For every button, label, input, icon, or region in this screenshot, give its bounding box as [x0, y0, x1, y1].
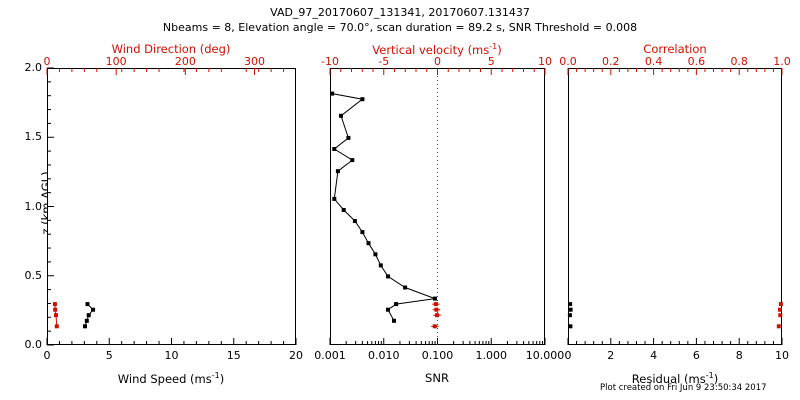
- x-top-tick-label: 0.2: [602, 55, 620, 68]
- data-point-vertical-velocity: [434, 307, 439, 312]
- x-tick-label: 0.100: [421, 349, 454, 362]
- x-tick-label: 0: [564, 349, 572, 362]
- data-point-wind-speed: [86, 313, 91, 318]
- x-tick-label: 8: [735, 349, 743, 362]
- data-point-wind-speed: [84, 318, 89, 323]
- data-point-snr: [330, 91, 335, 96]
- x-top-tick-label: 1.0: [773, 55, 791, 68]
- x-tick-label: 4: [650, 349, 658, 362]
- panel-wind-bottom-axis-label: Wind Speed (ms-1): [117, 371, 225, 386]
- x-top-tick-label: 300: [244, 55, 265, 68]
- x-top-tick-label: 100: [105, 55, 127, 68]
- data-point-snr: [366, 241, 371, 246]
- data-point-snr: [332, 196, 337, 201]
- panel-wind-top-axis-label: Wind Direction (deg): [111, 42, 231, 56]
- x-top-tick-label: 10: [538, 55, 552, 68]
- y-tick-label-2: 1.0: [24, 199, 43, 213]
- x-top-tick-label: 5: [487, 55, 495, 68]
- plot-title: VAD_97_20170607_131341, 20170607.131437: [270, 6, 530, 19]
- data-point-wind-speed: [83, 324, 87, 329]
- data-point-snr: [341, 208, 346, 212]
- x-tick-label: 5: [105, 349, 113, 362]
- x-top-tick-label: 0.0: [559, 55, 577, 68]
- x-tick-label: 15: [226, 349, 241, 362]
- data-point-snr: [346, 135, 351, 140]
- data-point-correlation: [776, 324, 781, 329]
- data-point-wind-direction: [54, 324, 59, 329]
- data-point-snr: [332, 147, 337, 151]
- x-tick-label: 0.001: [314, 349, 346, 362]
- x-top-tick-label: 0: [434, 55, 441, 68]
- y-tick-label-3: 1.5: [24, 130, 43, 144]
- x-tick-label: 10: [164, 349, 179, 362]
- data-point-snr: [392, 318, 396, 323]
- x-tick-label: 6: [692, 349, 700, 362]
- data-point-residual: [568, 302, 573, 307]
- data-point-vertical-velocity: [432, 324, 437, 329]
- y-tick-label-1: 0.5: [24, 268, 43, 282]
- data-point-residual: [567, 313, 572, 318]
- data-point-snr: [350, 158, 355, 163]
- panel-snr-bottom-axis-label: SNR: [425, 371, 449, 385]
- plot-subtitle: Nbeams = 8, Elevation angle = 70.0°, sca…: [162, 21, 638, 34]
- data-point-correlation: [777, 307, 782, 312]
- data-point-snr: [378, 263, 383, 268]
- data-point-wind-direction: [53, 307, 58, 312]
- data-point-snr: [386, 307, 390, 312]
- data-point-snr: [403, 285, 408, 290]
- data-point-snr: [360, 97, 365, 102]
- x-tick-label: 10: [775, 349, 789, 362]
- y-tick-label-4: 2.0: [24, 61, 43, 74]
- x-tick-label: 1.000: [475, 349, 508, 362]
- data-point-correlation: [778, 302, 783, 307]
- x-tick-label: 2: [607, 349, 615, 362]
- data-point-snr: [433, 296, 437, 301]
- panel-snr-top-axis-label: Vertical velocity (ms-1): [372, 42, 502, 57]
- data-point-snr: [373, 252, 378, 257]
- x-top-tick-label: 0.6: [687, 55, 706, 68]
- data-point-snr: [386, 274, 390, 279]
- data-point-snr: [352, 219, 357, 223]
- data-point-wind-direction: [52, 302, 57, 307]
- x-top-tick-label: 0: [43, 55, 51, 68]
- plot-footer: Plot created on Fri Jun 9 23:50:34 2017: [600, 383, 767, 393]
- series-line-wind-direction: [54, 304, 58, 327]
- data-point-snr: [339, 113, 343, 118]
- panel-wind: [47, 68, 296, 345]
- x-top-tick-label: 0.4: [644, 55, 663, 68]
- panel-residual-bottom-axis-label: Residual (ms-1): [631, 371, 719, 386]
- x-tick-label: 20: [289, 349, 303, 362]
- data-point-snr: [360, 230, 365, 235]
- panel-residual-top-axis-label: Correlation: [643, 42, 707, 56]
- x-top-tick-label: 0.8: [730, 55, 748, 68]
- x-tick-label: 10.000: [525, 349, 565, 362]
- data-point-snr: [335, 169, 340, 174]
- panel-snr: [330, 68, 545, 345]
- series-line-snr: [332, 93, 436, 322]
- data-point-residual: [568, 324, 573, 329]
- x-top-tick-label: -10: [321, 55, 339, 68]
- data-point-vertical-velocity: [435, 313, 439, 318]
- y-tick-label-0: 0.0: [24, 338, 43, 351]
- x-tick-label: 0: [43, 349, 51, 362]
- x-tick-label: 0.010: [368, 349, 400, 362]
- data-point-snr: [394, 302, 399, 307]
- panel-residual: [568, 68, 782, 345]
- data-point-vertical-velocity: [433, 302, 438, 307]
- x-top-tick-label: 200: [174, 55, 196, 68]
- data-point-correlation: [778, 313, 783, 318]
- data-point-wind-speed: [85, 302, 90, 307]
- data-point-residual: [568, 307, 573, 312]
- x-top-tick-label: -5: [378, 55, 390, 68]
- data-point-wind-direction: [54, 313, 58, 318]
- data-point-wind-speed: [91, 307, 96, 312]
